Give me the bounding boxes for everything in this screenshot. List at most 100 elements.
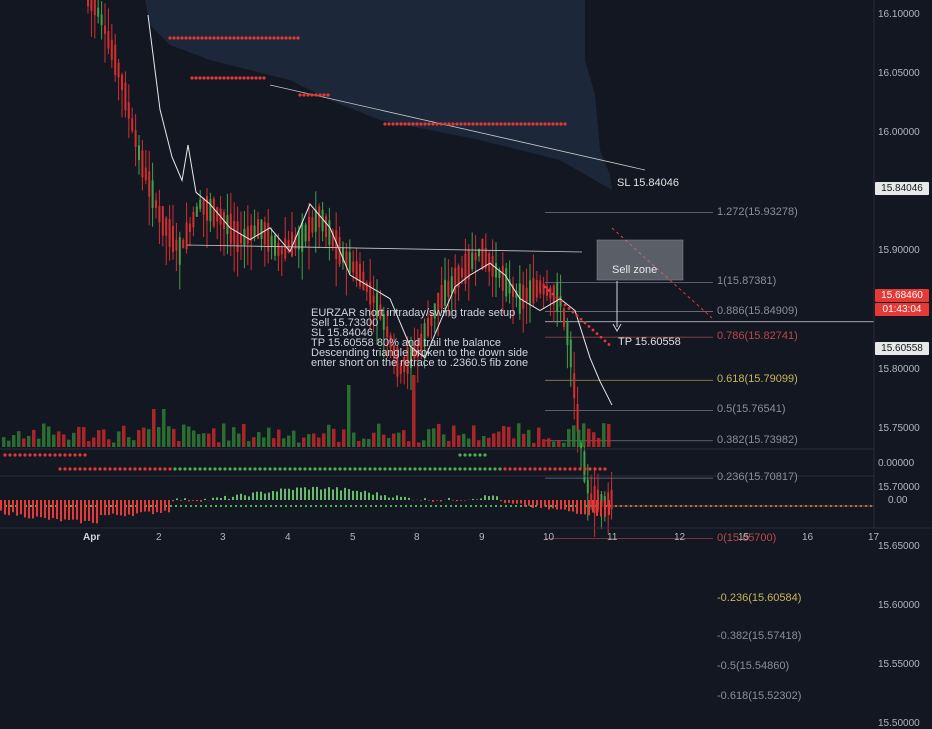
stop-dot [260,36,263,39]
signal-dot [308,467,311,470]
candle-body [247,226,249,244]
volume-bar [42,424,46,447]
signal-dot [103,467,106,470]
volume-bar [452,426,456,447]
signal-dot [283,467,286,470]
candle-body [281,246,283,254]
signal-dot [38,453,41,456]
volume-bar [602,423,606,447]
stop-dot [399,122,402,125]
signal-dot [23,453,26,456]
signal-dot [148,467,151,470]
histogram-bar [440,500,442,501]
signal-dot [63,467,66,470]
histogram-bar [224,496,226,500]
signal-dot [378,467,381,470]
candle-body [573,373,575,398]
histogram-bar [304,487,306,500]
candle-body [175,240,177,251]
histogram-bar [312,487,314,500]
stop-dot [310,93,313,96]
signal-dot [298,467,301,470]
candle-body [138,145,140,160]
tp-price-tag: 15.60558 [875,342,929,355]
candle-body [505,268,507,296]
volume-bar [12,435,16,447]
stop-dot [608,343,611,346]
histogram-bar [528,500,530,506]
stop-dot [234,76,237,79]
stop-dot [212,36,215,39]
histogram-bar [452,500,454,501]
histogram-bar [44,500,46,518]
volume-bar [487,438,491,447]
volume-bar [402,430,406,447]
candle-body [461,268,463,277]
time-tick-label: 5 [350,532,356,543]
histogram-bar [284,489,286,500]
stop-dot [479,122,482,125]
signal-dot [78,453,81,456]
price-tick-label: 16.05000 [878,68,920,79]
candle-body [352,262,354,273]
signal-dot [483,453,486,456]
candle-body [192,212,194,227]
stop-dot [296,36,299,39]
stop-dot [535,122,538,125]
volume-bar [127,437,131,447]
volume-bar [457,435,461,447]
histogram-bar [476,499,478,500]
candle-body [502,266,504,291]
signal-dot [113,467,116,470]
histogram-bar [532,500,534,508]
histogram-bar [8,500,10,515]
volume-bar [292,431,296,447]
fib-level-label: -0.236(15.60584) [717,592,801,604]
histogram-bar [228,499,230,500]
candle-body [522,285,524,309]
signal-dot [463,467,466,470]
signal-dot [168,467,171,470]
volume-bar [517,423,521,447]
signal-dot [358,467,361,470]
price-chart[interactable] [0,0,932,550]
volume-bar [72,433,76,447]
stop-dot [568,307,571,310]
histogram-bar [40,500,42,517]
signal-dot [128,467,131,470]
stop-dot [220,36,223,39]
volume-bar [267,428,271,447]
histogram-bar [268,493,270,500]
signal-dot [278,467,281,470]
volume-bar [472,425,476,447]
volume-bar [27,436,31,447]
candle-body [308,217,310,241]
candle-body [169,219,171,247]
stop-dot [431,122,434,125]
fib-level-label: 0.886(15.84909) [717,305,798,317]
stop-dot [298,93,301,96]
candle-body [447,281,449,297]
stop-dot [242,76,245,79]
stop-dot [172,36,175,39]
stop-dot [427,122,430,125]
volume-bar [287,436,291,447]
stop-dot [503,122,506,125]
volume-bar [587,429,591,447]
histogram-bar [356,491,358,500]
candle-body [495,263,497,277]
signal-dot [288,467,291,470]
candle-body [264,222,266,245]
volume-bar [117,431,121,447]
candle-body [189,224,191,232]
volume-bar [597,438,601,447]
candle-body [587,480,589,494]
stop-dot [459,122,462,125]
histogram-bar [448,498,450,500]
histogram-bar [596,500,598,516]
trendline-lower [187,245,582,252]
candle-body [104,26,106,34]
signal-dot [258,467,261,470]
stop-dot [523,122,526,125]
signal-dot [243,467,246,470]
